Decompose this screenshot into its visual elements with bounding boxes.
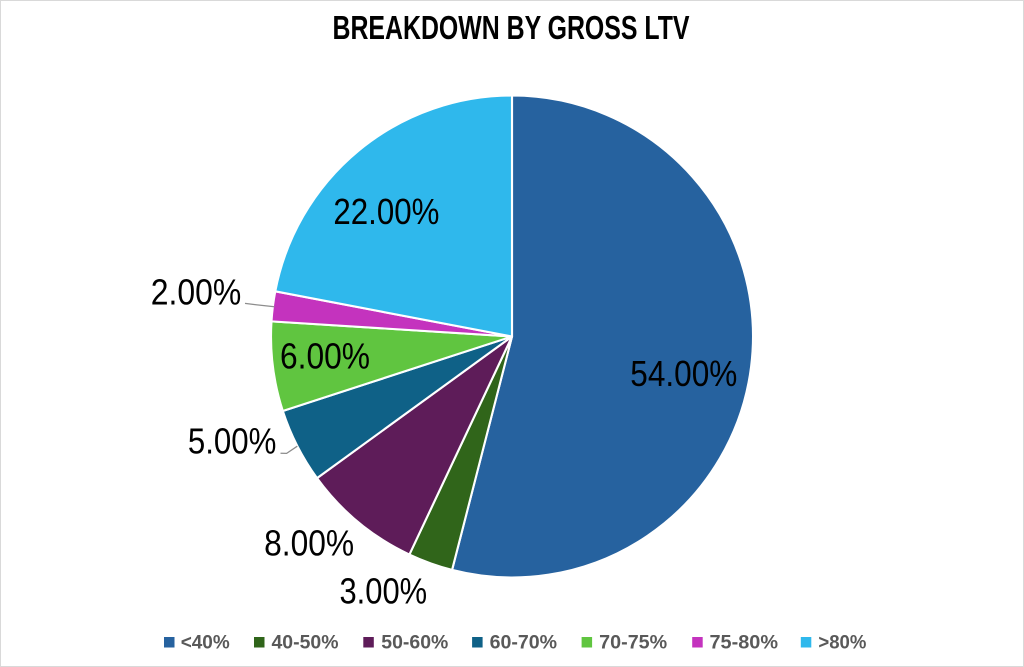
svg-text:3.00%: 3.00%: [340, 571, 428, 612]
svg-text:60-70%: 60-70%: [490, 632, 558, 653]
svg-text:2.00%: 2.00%: [151, 272, 242, 313]
svg-text:5.00%: 5.00%: [188, 421, 277, 462]
svg-text:>80%: >80%: [818, 632, 866, 653]
svg-text:8.00%: 8.00%: [264, 523, 354, 564]
svg-text:22.00%: 22.00%: [333, 191, 439, 232]
svg-text:75-80%: 75-80%: [710, 632, 779, 653]
svg-text:54.00%: 54.00%: [630, 353, 737, 394]
svg-text:40-50%: 40-50%: [272, 632, 339, 653]
svg-text:<40%: <40%: [181, 632, 230, 653]
svg-text:70-75%: 70-75%: [599, 632, 667, 653]
svg-text:50-60%: 50-60%: [381, 632, 448, 653]
svg-text:BREAKDOWN BY GROSS LTV: BREAKDOWN BY GROSS LTV: [333, 9, 690, 46]
svg-text:6.00%: 6.00%: [280, 336, 370, 377]
